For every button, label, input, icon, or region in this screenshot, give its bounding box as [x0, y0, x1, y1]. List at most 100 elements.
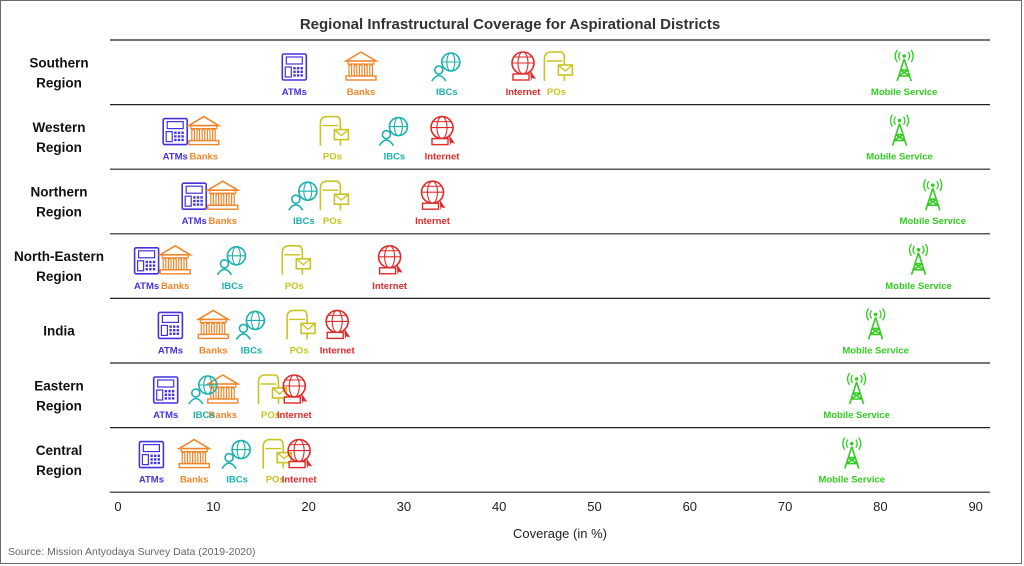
x-tick-label: 80 — [873, 499, 887, 514]
marker-label: Internet — [320, 345, 356, 356]
marker-label: Banks — [180, 475, 209, 486]
bank-marker: Banks — [176, 438, 213, 486]
mobile-tower-marker: Mobile Service — [866, 114, 933, 163]
bank-icon — [195, 309, 232, 340]
row-label: Southern — [29, 55, 88, 70]
marker-label: POs — [323, 216, 342, 227]
row-label: Western — [32, 120, 85, 135]
marker-label: POs — [290, 345, 309, 356]
marker-label: Mobile Service — [871, 87, 938, 98]
atm-marker: ATMs — [133, 246, 160, 292]
bank-icon — [176, 438, 213, 469]
ibc-marker: IBCs — [378, 116, 409, 163]
internet-icon — [377, 244, 403, 275]
marker-label: Internet — [415, 216, 451, 227]
post-office-marker: POs — [286, 309, 316, 356]
marker-label: Mobile Service — [900, 216, 967, 227]
internet-icon — [420, 180, 446, 211]
x-tick-label: 20 — [301, 499, 315, 514]
post-office-icon — [286, 309, 316, 340]
atm-icon — [138, 440, 165, 469]
internet-marker: Internet — [506, 51, 542, 98]
marker-label: ATMs — [134, 281, 159, 292]
ibc-icon — [221, 439, 251, 470]
ibc-marker: IBCs — [216, 245, 247, 292]
bank-icon — [185, 115, 222, 146]
internet-icon — [511, 51, 536, 81]
marker-label: IBCs — [293, 216, 315, 227]
mobile-tower-icon — [846, 372, 867, 405]
marker-label: IBCs — [241, 345, 263, 356]
ibc-icon — [288, 181, 318, 211]
bank-icon — [204, 374, 241, 404]
marker-label: ATMs — [153, 410, 178, 421]
row-label: Region — [36, 269, 82, 284]
x-tick-label: 30 — [397, 499, 411, 514]
internet-marker: Internet — [425, 115, 461, 163]
atm-marker: ATMs — [152, 376, 179, 421]
mobile-tower-marker: Mobile Service — [885, 243, 952, 292]
post-office-icon — [262, 438, 293, 469]
atm-marker: ATMs — [157, 311, 184, 356]
ibc-marker: IBCs — [188, 375, 218, 421]
marker-label: Mobile Service — [819, 475, 886, 486]
internet-icon — [282, 374, 308, 404]
row-label: Eastern — [34, 378, 84, 393]
atm-icon — [281, 53, 308, 81]
marker-label: Internet — [277, 410, 313, 421]
mobile-tower-icon — [842, 437, 862, 469]
ibc-icon — [378, 116, 409, 147]
marker-label: Internet — [425, 152, 461, 163]
bank-marker: Banks — [195, 309, 232, 356]
post-office-icon — [257, 374, 288, 404]
bank-marker: Banks — [204, 180, 241, 227]
ibc-icon — [431, 52, 461, 82]
marker-label: ATMs — [182, 216, 207, 227]
bank-icon — [157, 244, 194, 275]
mobile-tower-icon — [908, 243, 929, 276]
marker-label: Mobile Service — [823, 410, 890, 421]
row-label: Region — [36, 75, 82, 90]
post-office-marker: POs — [319, 115, 350, 163]
atm-icon — [181, 182, 207, 210]
marker-label: IBCs — [226, 475, 248, 486]
internet-marker: Internet — [277, 374, 313, 421]
row-label: Region — [36, 205, 82, 220]
mobile-tower-icon — [889, 114, 910, 146]
marker-label: POs — [323, 152, 342, 163]
atm-marker: ATMs — [181, 182, 207, 227]
row-label: Region — [36, 398, 82, 413]
marker-label: Mobile Service — [885, 281, 952, 292]
row-label: Region — [36, 140, 82, 155]
marker-label: POs — [266, 475, 285, 486]
post-office-marker: POs — [543, 51, 574, 98]
chart-title: Regional Infrastructural Coverage for As… — [300, 16, 720, 33]
mobile-tower-marker: Mobile Service — [819, 437, 886, 486]
marker-label: ATMs — [163, 152, 188, 163]
post-office-icon — [319, 180, 350, 211]
internet-marker: Internet — [415, 180, 451, 227]
marker-label: Internet — [282, 475, 318, 486]
marker-label: Internet — [506, 87, 542, 98]
source-note: Source: Mission Antyodaya Survey Data (2… — [8, 546, 255, 558]
ibc-icon — [216, 245, 247, 276]
row-label: Northern — [31, 185, 88, 200]
post-office-icon — [543, 51, 574, 81]
bank-icon — [204, 180, 241, 210]
atm-icon — [152, 376, 179, 404]
row-label: Region — [36, 463, 82, 478]
atm-marker: ATMs — [162, 117, 188, 163]
ibc-marker: IBCs — [288, 181, 318, 227]
marker-label: Banks — [209, 410, 238, 421]
row-label: Central — [36, 443, 83, 458]
atm-marker: ATMs — [138, 440, 165, 486]
row-label: India — [43, 324, 75, 339]
x-tick-label: 40 — [492, 499, 506, 514]
row-labels: Southern Region Western Region Northern Regio… — [14, 55, 104, 478]
ibc-icon — [235, 310, 266, 340]
marker-label: Banks — [161, 281, 190, 292]
marker-label: ATMs — [139, 475, 164, 486]
x-tick-label: 0 — [114, 499, 121, 514]
marker-label: POs — [285, 281, 304, 292]
